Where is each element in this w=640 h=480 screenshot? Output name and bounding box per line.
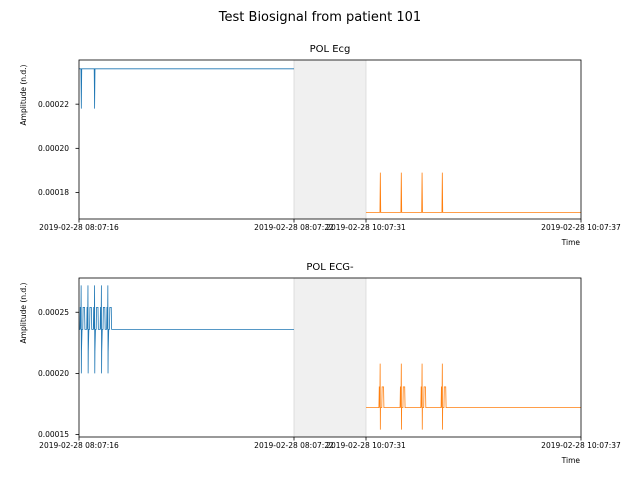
x-tick-label: 2019-02-28 08:07:16	[39, 223, 119, 232]
y-axis-label: Amplitude (n.d.)	[19, 282, 28, 343]
y-tick-label: 0.00015	[38, 430, 69, 439]
gap-shading	[294, 60, 366, 219]
subplot-pol-ecg-minus: POL ECG- Amplitude (n.d.) Time 0.00015 0.…	[19, 262, 621, 465]
subplot-pol-ecg: POL Ecg Amplitude (n.d.) Time 0.00018 0.0…	[19, 44, 621, 247]
series-line-1	[366, 363, 581, 430]
x-tick-label: 2019-02-28 08:07:22	[254, 223, 334, 232]
series-line-0	[79, 68, 294, 109]
x-axis-label: Time	[561, 238, 581, 247]
y-tick-label: 0.00022	[38, 100, 69, 109]
x-tick-label: 2019-02-28 10:07:37	[541, 441, 621, 450]
subplot-title: POL Ecg	[310, 44, 351, 55]
x-axis-label: Time	[561, 456, 581, 465]
gap-shading	[294, 278, 366, 437]
plot-frame	[78, 59, 582, 220]
y-tick-label: 0.00020	[38, 369, 69, 378]
subplot-title: POL ECG-	[306, 262, 354, 273]
series-line-1	[366, 172, 581, 213]
series-line-0	[79, 285, 294, 374]
figure-title: Test Biosignal from patient 101	[218, 10, 421, 25]
x-tick-label: 2019-02-28 10:07:31	[326, 223, 406, 232]
y-tick-label: 0.00025	[38, 308, 69, 317]
x-tick-label: 2019-02-28 10:07:37	[541, 223, 621, 232]
x-tick-label: 2019-02-28 08:07:16	[39, 441, 119, 450]
y-axis-label: Amplitude (n.d.)	[19, 64, 28, 125]
y-tick-label: 0.00020	[38, 144, 69, 153]
x-tick-label: 2019-02-28 08:07:22	[254, 441, 334, 450]
y-tick-label: 0.00018	[38, 188, 69, 197]
x-tick-label: 2019-02-28 10:07:31	[326, 441, 406, 450]
plot-frame	[78, 277, 582, 438]
